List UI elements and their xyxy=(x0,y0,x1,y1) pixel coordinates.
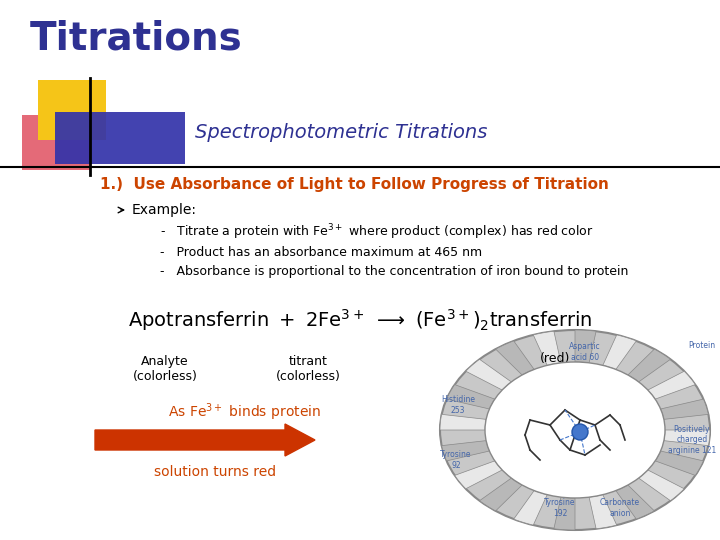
Polygon shape xyxy=(575,330,596,363)
Polygon shape xyxy=(616,485,654,519)
Text: Spectrophotometric Titrations: Spectrophotometric Titrations xyxy=(195,123,487,141)
Text: Histidine
253: Histidine 253 xyxy=(441,395,475,415)
Polygon shape xyxy=(534,331,561,366)
Polygon shape xyxy=(639,470,684,501)
Text: titrant
(colorless): titrant (colorless) xyxy=(276,355,341,383)
Bar xyxy=(55,112,185,164)
Text: Protein: Protein xyxy=(688,341,716,349)
Ellipse shape xyxy=(440,330,710,530)
Polygon shape xyxy=(554,497,575,530)
Ellipse shape xyxy=(485,362,665,498)
Polygon shape xyxy=(441,441,490,461)
Polygon shape xyxy=(446,384,495,409)
Polygon shape xyxy=(648,371,696,399)
FancyArrow shape xyxy=(95,424,315,456)
Polygon shape xyxy=(480,478,522,511)
Polygon shape xyxy=(466,359,511,390)
Text: -   Absorbance is proportional to the concentration of iron bound to protein: - Absorbance is proportional to the conc… xyxy=(160,266,629,279)
Text: As Fe$^{3+}$ binds protein: As Fe$^{3+}$ binds protein xyxy=(168,401,322,423)
Text: Titrations: Titrations xyxy=(30,19,243,57)
Text: Aspartic
acid 60: Aspartic acid 60 xyxy=(570,342,600,362)
Text: -   Titrate a protein with Fe$^{3+}$ where product (complex) has red color: - Titrate a protein with Fe$^{3+}$ where… xyxy=(160,222,594,242)
Bar xyxy=(38,80,106,140)
Polygon shape xyxy=(603,335,636,369)
Text: 1.)  Use Absorbance of Light to Follow Progress of Titration: 1.) Use Absorbance of Light to Follow Pr… xyxy=(100,178,609,192)
Text: Analyte
(colorless): Analyte (colorless) xyxy=(132,355,197,383)
Polygon shape xyxy=(628,349,670,382)
Polygon shape xyxy=(660,399,708,420)
Polygon shape xyxy=(589,495,617,529)
Polygon shape xyxy=(455,461,502,489)
Text: (red): (red) xyxy=(540,352,570,365)
Text: solution turns red: solution turns red xyxy=(154,465,276,479)
Text: Example:: Example: xyxy=(132,203,197,217)
Circle shape xyxy=(572,424,588,440)
Polygon shape xyxy=(495,341,534,375)
Text: Tyrosine
192: Tyrosine 192 xyxy=(544,498,576,518)
Text: Positively
charged
arginine 121: Positively charged arginine 121 xyxy=(668,425,716,455)
Polygon shape xyxy=(655,451,703,475)
Text: Carbonate
anion: Carbonate anion xyxy=(600,498,640,518)
Bar xyxy=(22,115,90,170)
Text: Tyrosine
92: Tyrosine 92 xyxy=(440,450,472,470)
Polygon shape xyxy=(664,430,710,446)
Text: $\mathrm{Apotransferrin\ +\ 2Fe^{3+}\ \longrightarrow\ (Fe^{3+})_2transferrin}$: $\mathrm{Apotransferrin\ +\ 2Fe^{3+}\ \l… xyxy=(128,307,592,333)
Polygon shape xyxy=(440,414,486,430)
Polygon shape xyxy=(513,490,547,525)
Text: -   Product has an absorbance maximum at 465 nm: - Product has an absorbance maximum at 4… xyxy=(160,246,482,259)
